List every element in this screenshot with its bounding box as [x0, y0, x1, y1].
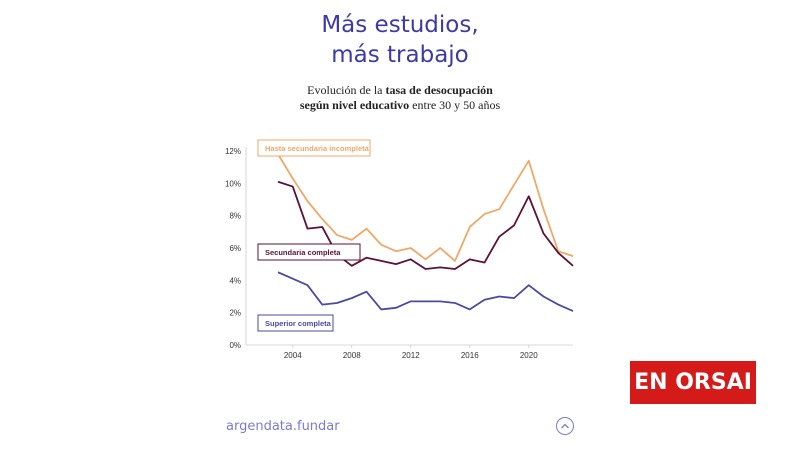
- y-tick-label: 0%: [229, 341, 241, 350]
- chart-axes: 0% 2% 4% 6% 8% 10% 12% 2004 2008 2012 2016 2020: [225, 147, 573, 360]
- subtitle-text-1: Evolución de la: [307, 83, 386, 97]
- y-tick-label: 10%: [225, 179, 241, 188]
- x-tick-label: 2020: [520, 351, 538, 360]
- legend-box-1: [257, 139, 371, 157]
- series-line-2: [277, 180, 574, 270]
- chart-legend-labels: Hasta secundaria incompleta Secundaria co…: [257, 139, 371, 332]
- legend-label-1: Hasta secundaria incompleta: [265, 144, 370, 153]
- y-tick-label: 2%: [229, 309, 241, 318]
- y-tick-label: 12%: [225, 147, 241, 156]
- series-line-1: [277, 153, 574, 262]
- y-tick-label: 4%: [229, 276, 241, 285]
- page-title-line-2: más trabajo: [331, 42, 469, 68]
- legend-label-2: Secundaria completa: [265, 248, 341, 257]
- x-tick-label: 2004: [284, 351, 302, 360]
- argendata-link[interactable]: argendata.fundar: [226, 419, 340, 434]
- page-title: Más estudios, más trabajo: [0, 10, 800, 70]
- x-tick-label: 2012: [402, 351, 420, 360]
- page-title-line-1: Más estudios,: [321, 12, 479, 38]
- legend-label-3: Superior completa: [265, 319, 332, 328]
- x-tick-label: 2016: [461, 351, 479, 360]
- y-tick-label: 6%: [229, 244, 241, 253]
- scroll-up-button[interactable]: [556, 417, 574, 435]
- subtitle-text-2: entre 30 y 50 años: [409, 98, 501, 112]
- chart-subtitle: Evolución de la tasa de desocupación seg…: [0, 83, 800, 113]
- subtitle-bold-2: según nivel educativo: [299, 98, 410, 112]
- y-tick-label: 8%: [229, 212, 241, 221]
- subtitle-bold-1: tasa de desocupación: [385, 83, 493, 97]
- series-line-3: [277, 271, 574, 312]
- chevron-up-icon: [561, 423, 569, 429]
- legend-box-2: [257, 243, 361, 261]
- x-tick-label: 2008: [343, 351, 361, 360]
- legend-box-3: [257, 314, 334, 332]
- chart-series-lines: [277, 153, 574, 312]
- en-orsai-logo: EN ORSAI: [630, 361, 756, 404]
